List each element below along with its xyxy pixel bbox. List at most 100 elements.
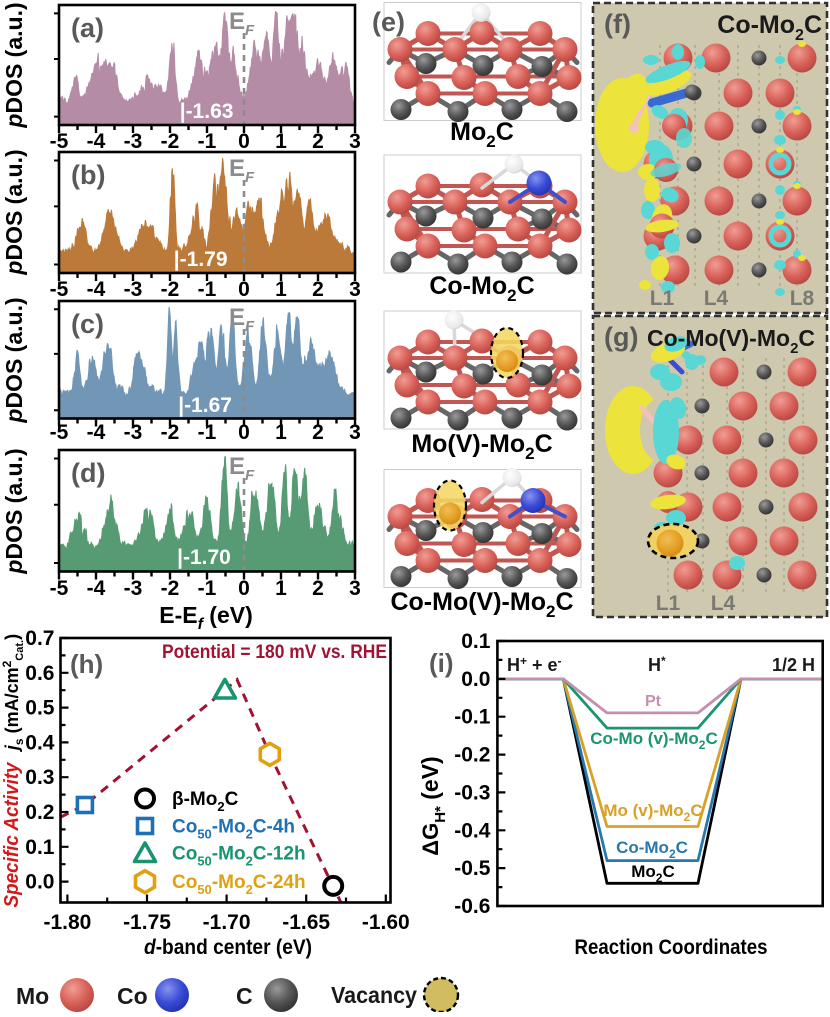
svg-text:-3: -3 xyxy=(124,130,143,153)
svg-text:(a): (a) xyxy=(71,13,104,43)
svg-text:0.7: 0.7 xyxy=(25,627,54,650)
svg-text:2: 2 xyxy=(312,278,324,301)
svg-text:Mo2C: Mo2C xyxy=(450,118,514,151)
svg-text:3: 3 xyxy=(349,278,361,301)
svg-text:Mo: Mo xyxy=(16,983,49,1009)
svg-text:-0.2: -0.2 xyxy=(454,744,490,767)
svg-text:-0.5: -0.5 xyxy=(454,857,491,880)
svg-text:Co50-Mo2C-24h: Co50-Mo2C-24h xyxy=(172,872,306,897)
svg-text:1: 1 xyxy=(275,421,287,444)
svg-text:-1: -1 xyxy=(198,278,217,301)
svg-text:Specific Activity: Specific Activity xyxy=(1,762,23,908)
svg-text:0.4: 0.4 xyxy=(25,731,55,754)
svg-text:Pt: Pt xyxy=(645,693,662,710)
svg-text:-0.4: -0.4 xyxy=(454,819,491,842)
svg-text:L8: L8 xyxy=(790,287,815,310)
svg-text:(d): (d) xyxy=(71,458,105,488)
svg-text:-5: -5 xyxy=(50,130,69,153)
svg-text:0.3: 0.3 xyxy=(25,766,54,789)
svg-text:-5: -5 xyxy=(50,577,69,600)
svg-text:-0.1: -0.1 xyxy=(454,706,491,729)
svg-text:-4: -4 xyxy=(87,130,106,153)
svg-text:(b): (b) xyxy=(71,160,105,190)
svg-text:-4: -4 xyxy=(87,577,106,600)
svg-text:|-1.63: |-1.63 xyxy=(180,100,234,123)
svg-text:-2: -2 xyxy=(161,577,180,600)
svg-text:L4: L4 xyxy=(704,287,729,310)
svg-text:Co-Mo2C: Co-Mo2C xyxy=(429,272,534,305)
svg-text:Mo2C: Mo2C xyxy=(631,862,675,885)
svg-text:Co-Mo2C: Co-Mo2C xyxy=(717,11,822,44)
svg-text:0.2: 0.2 xyxy=(25,801,54,824)
svg-text:pDOS (a.u.): pDOS (a.u.) xyxy=(1,448,27,574)
svg-text:Reaction Coordinates: Reaction Coordinates xyxy=(575,936,768,959)
svg-text:Co: Co xyxy=(117,983,148,1009)
svg-text:-3: -3 xyxy=(124,577,143,600)
svg-text:Co-Mo (v)-Mo2C: Co-Mo (v)-Mo2C xyxy=(590,729,718,752)
svg-text:-1: -1 xyxy=(198,421,217,444)
svg-text:-3: -3 xyxy=(124,421,143,444)
svg-text:0: 0 xyxy=(238,130,250,153)
svg-text:0.1: 0.1 xyxy=(461,630,491,653)
svg-text:-0.6: -0.6 xyxy=(454,895,490,918)
svg-text:3: 3 xyxy=(349,130,361,153)
svg-text:3: 3 xyxy=(349,577,361,600)
svg-text:1: 1 xyxy=(275,577,287,600)
svg-text:d-band center (eV): d-band center (eV) xyxy=(144,936,312,959)
svg-text:Vacancy: Vacancy xyxy=(331,982,417,1008)
svg-text:|-1.67: |-1.67 xyxy=(178,394,232,417)
svg-text:C: C xyxy=(236,983,253,1009)
svg-text:-3: -3 xyxy=(124,278,143,301)
svg-text:0.1: 0.1 xyxy=(25,836,55,859)
svg-text:-2: -2 xyxy=(161,421,180,444)
svg-text:-5: -5 xyxy=(50,421,69,444)
svg-text:pDOS (a.u.): pDOS (a.u.) xyxy=(1,149,27,275)
svg-text:pDOS (a.u.): pDOS (a.u.) xyxy=(1,2,27,128)
svg-text:(c): (c) xyxy=(71,309,104,339)
svg-text:-1.75: -1.75 xyxy=(123,911,171,934)
svg-text:pDOS (a.u.): pDOS (a.u.) xyxy=(1,297,27,423)
svg-text:|-1.70: |-1.70 xyxy=(177,546,231,569)
svg-text:|-1.79: |-1.79 xyxy=(174,248,228,271)
svg-text:L1: L1 xyxy=(656,592,681,615)
svg-text:-5: -5 xyxy=(50,278,69,301)
svg-text:L1: L1 xyxy=(650,287,675,310)
svg-text:Mo (v)-Mo2C: Mo (v)-Mo2C xyxy=(603,801,702,824)
svg-text:(i): (i) xyxy=(429,648,454,678)
svg-text:0.0: 0.0 xyxy=(25,871,54,894)
svg-text:1: 1 xyxy=(275,278,287,301)
svg-text:-1.60: -1.60 xyxy=(362,911,410,934)
svg-text:0.6: 0.6 xyxy=(25,662,54,685)
svg-text:0: 0 xyxy=(238,278,250,301)
svg-text:js (mA/cm2Cat.): js (mA/cm2Cat.) xyxy=(0,634,26,752)
svg-text:(g): (g) xyxy=(604,322,638,352)
svg-text:-0.3: -0.3 xyxy=(454,781,490,804)
svg-text:(e): (e) xyxy=(372,7,405,37)
svg-text:Co50-Mo2C-12h: Co50-Mo2C-12h xyxy=(172,844,306,869)
svg-text:L4: L4 xyxy=(711,592,736,615)
svg-text:-1.80: -1.80 xyxy=(43,911,91,934)
svg-text:3: 3 xyxy=(349,421,361,444)
svg-text:Co50-Mo2C-4h: Co50-Mo2C-4h xyxy=(172,817,295,842)
svg-text:-1.70: -1.70 xyxy=(203,911,251,934)
svg-text:1/2 H: 1/2 H xyxy=(772,655,815,675)
svg-text:H+ + e-: H+ + e- xyxy=(507,654,562,675)
svg-text:E-Ef (eV): E-Ef (eV) xyxy=(159,602,253,633)
svg-text:Co-Mo(V)-Mo2C: Co-Mo(V)-Mo2C xyxy=(390,588,573,621)
svg-text:-1.65: -1.65 xyxy=(282,911,330,934)
svg-text:-2: -2 xyxy=(161,130,180,153)
svg-text:2: 2 xyxy=(312,421,324,444)
svg-text:0.5: 0.5 xyxy=(25,697,55,720)
svg-text:0: 0 xyxy=(238,421,250,444)
svg-text:(h): (h) xyxy=(70,649,103,679)
svg-text:Potential = 180 mV vs. RHE: Potential = 180 mV vs. RHE xyxy=(162,642,387,663)
svg-text:0: 0 xyxy=(238,577,250,600)
svg-text:(f): (f) xyxy=(604,9,631,39)
svg-text:-2: -2 xyxy=(161,278,180,301)
svg-text:-4: -4 xyxy=(87,278,106,301)
svg-text:β-Mo2C: β-Mo2C xyxy=(172,789,239,814)
svg-text:0.0: 0.0 xyxy=(461,668,490,691)
svg-text:1: 1 xyxy=(275,130,287,153)
svg-text:-1: -1 xyxy=(198,577,217,600)
svg-text:2: 2 xyxy=(312,130,324,153)
